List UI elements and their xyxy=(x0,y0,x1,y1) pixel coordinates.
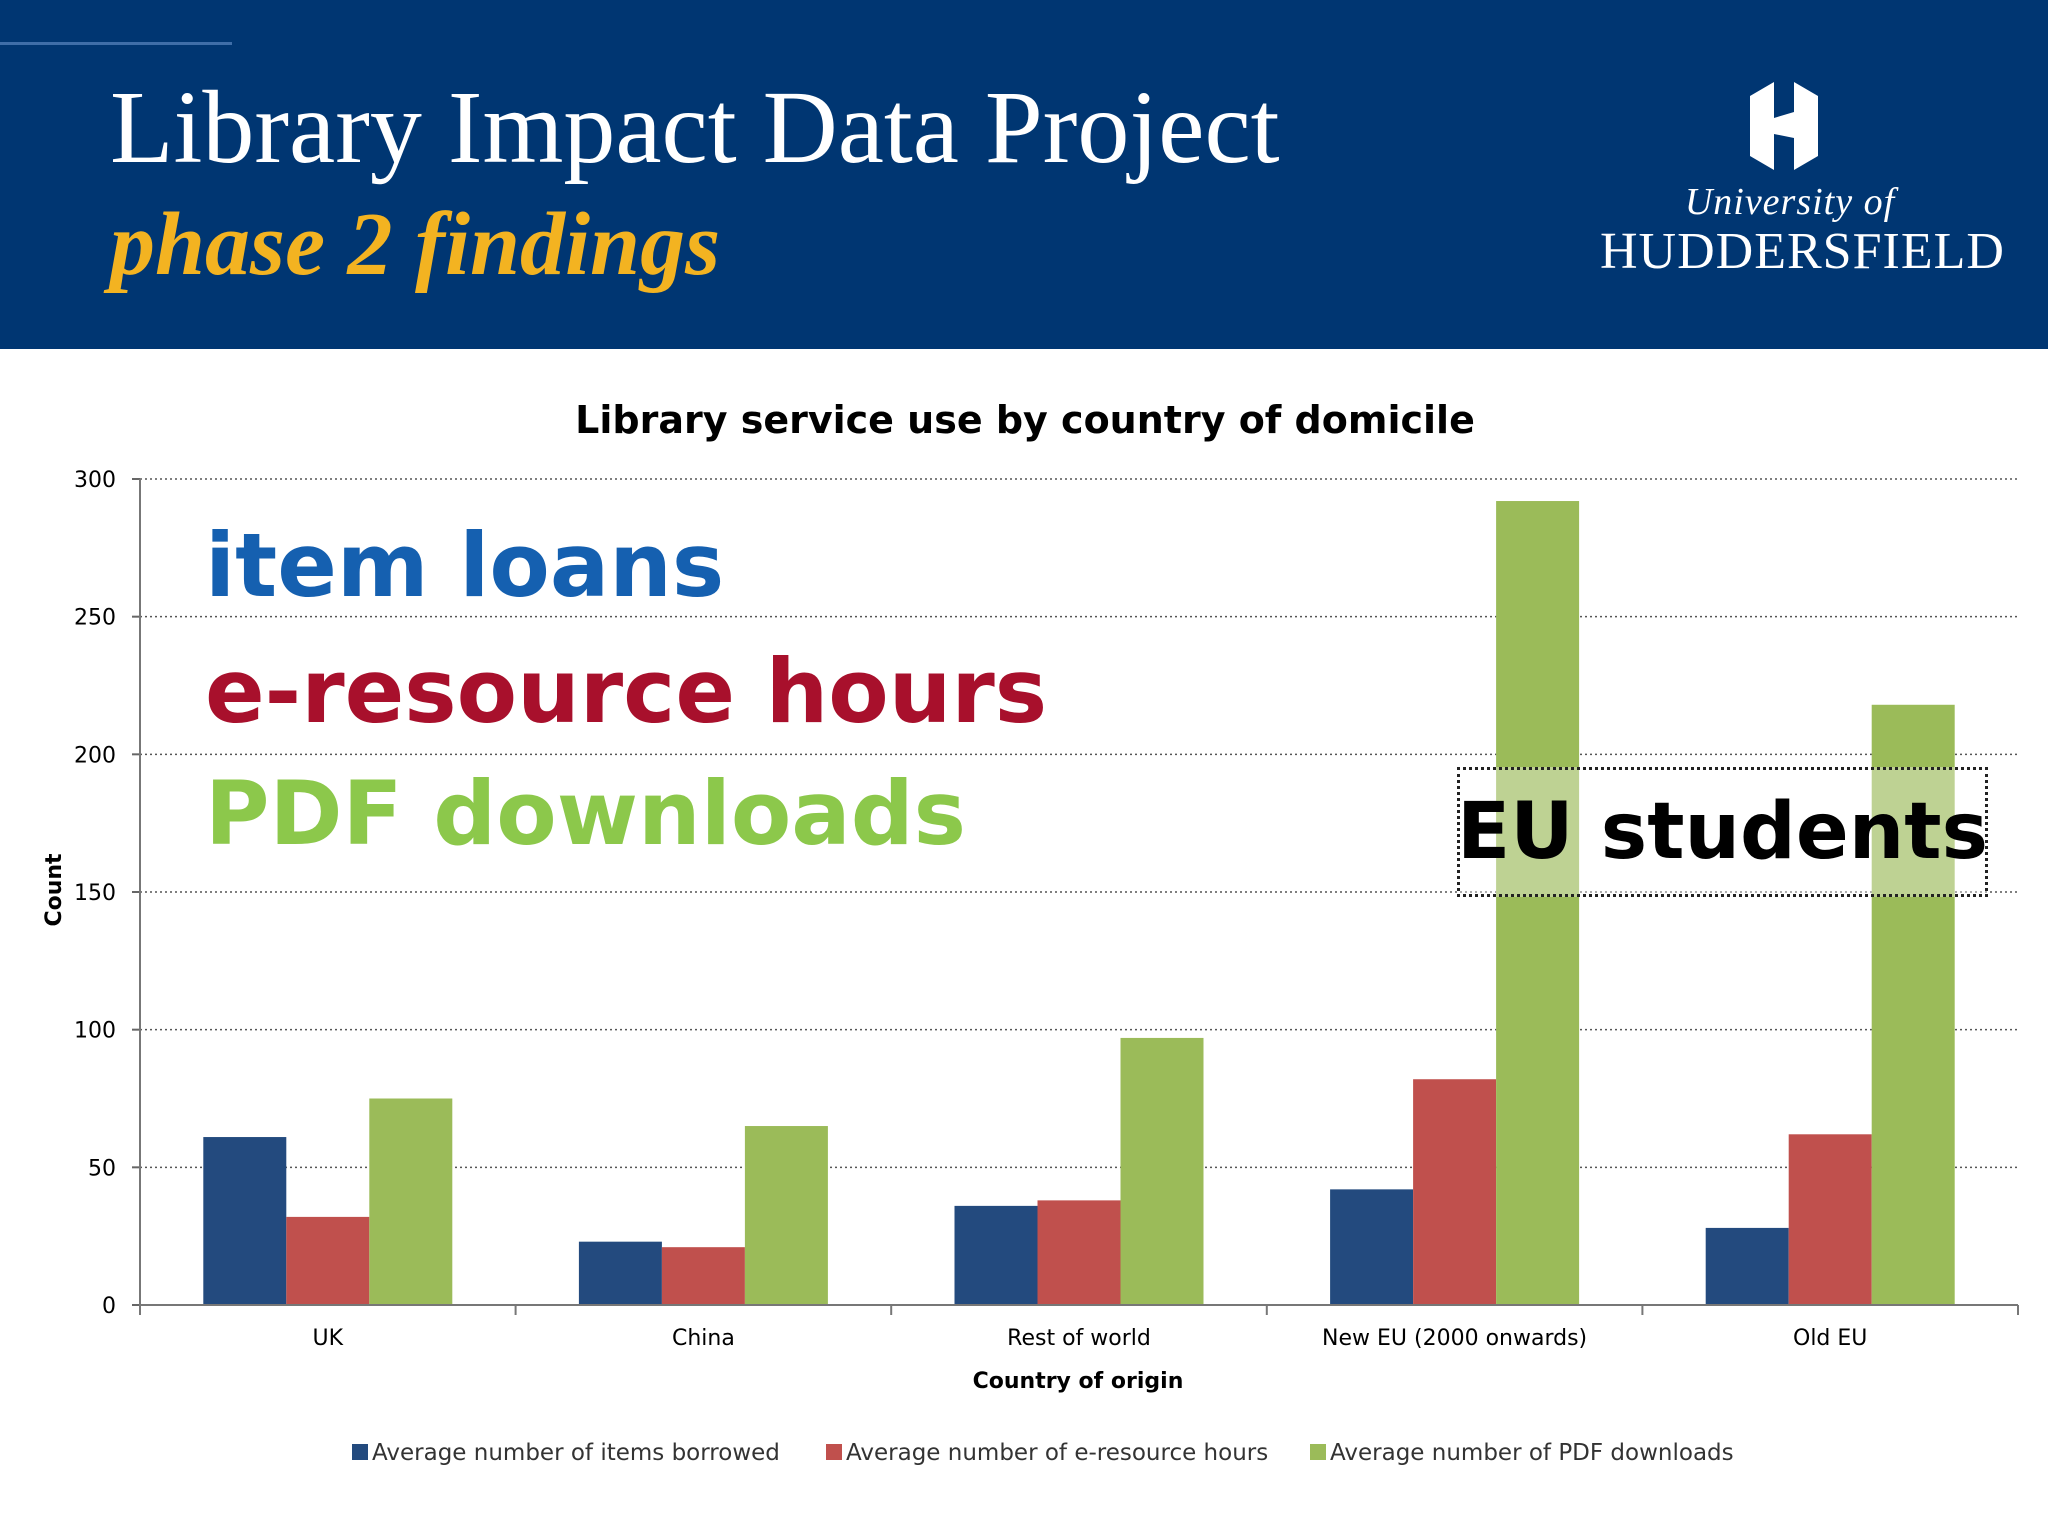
bar-china-series-2 xyxy=(661,1247,745,1305)
x-category-label: UK xyxy=(313,1326,344,1351)
logo-text-huddersfield: HUDDERSFIELD xyxy=(1600,223,2005,280)
y-tick-label: 100 xyxy=(74,1019,116,1044)
eu-students-highlight-box: EU students xyxy=(1457,767,1988,897)
bar-old-eu-series-3 xyxy=(1871,704,1955,1305)
university-logo: University of HUDDERSFIELD xyxy=(1600,76,2004,280)
bar-china-series-1 xyxy=(578,1241,662,1305)
bar-uk-series-3 xyxy=(369,1098,453,1305)
x-axis-title: Country of origin xyxy=(973,1369,1184,1394)
logo-text-university-of: University of xyxy=(1684,181,1896,223)
legend-swatch xyxy=(826,1444,842,1460)
overlay-item-loans: item loans xyxy=(205,514,725,617)
bar-new-eu-2000-onwards-series-1 xyxy=(1330,1189,1414,1305)
y-tick-label: 250 xyxy=(74,606,116,631)
legend-label: Average number of items borrowed xyxy=(372,1440,780,1466)
bar-rest-of-world-series-3 xyxy=(1120,1037,1204,1305)
x-category-label: Old EU xyxy=(1793,1326,1867,1351)
axes xyxy=(132,478,2019,1315)
bar-rest-of-world-series-2 xyxy=(1037,1200,1121,1305)
slide-title: Library Impact Data Project xyxy=(110,70,1280,185)
x-category-label: China xyxy=(672,1326,735,1351)
y-tick-label: 150 xyxy=(74,881,116,906)
legend-label: Average number of e-resource hours xyxy=(846,1440,1268,1466)
banner-accent-line xyxy=(0,42,232,45)
x-category-labels: UK China Rest of world New EU (2000 onwards… xyxy=(313,1326,1868,1351)
legend-swatch xyxy=(352,1444,368,1460)
bar-new-eu-2000-onwards-series-3 xyxy=(1496,501,1580,1305)
overlay-pdf-downloads: PDF downloads xyxy=(205,762,967,865)
bar-old-eu-series-2 xyxy=(1788,1134,1872,1305)
bar-chart: Library service use by country of domici… xyxy=(42,398,2019,1466)
bar-new-eu-2000-onwards-series-2 xyxy=(1413,1079,1497,1305)
slide-subtitle: phase 2 findings xyxy=(110,195,721,294)
y-tick-label: 200 xyxy=(74,743,116,768)
x-category-label: Rest of world xyxy=(1007,1326,1151,1351)
legend-swatch xyxy=(1310,1444,1326,1460)
huddersfield-emblem-icon xyxy=(1750,76,1818,176)
legend-label: Average number of PDF downloads xyxy=(1330,1440,1734,1466)
y-axis-title: Count xyxy=(42,853,67,927)
y-tick-label: 300 xyxy=(74,468,116,493)
x-category-label: New EU (2000 onwards) xyxy=(1322,1326,1587,1351)
bar-old-eu-series-1 xyxy=(1705,1227,1789,1305)
bar-uk-series-1 xyxy=(203,1137,287,1305)
bars xyxy=(203,501,1955,1305)
overlay-e-resource-hours: e-resource hours xyxy=(205,640,1048,743)
header-banner: Library Impact Data Project phase 2 find… xyxy=(0,0,2048,349)
legend: Average number of items borrowed Average … xyxy=(352,1440,1734,1466)
y-tick-label: 50 xyxy=(88,1156,116,1181)
y-tick-labels: 0 50 100 150 200 250 300 xyxy=(74,468,116,1319)
bar-china-series-3 xyxy=(744,1126,828,1305)
chart-title: Library service use by country of domici… xyxy=(575,398,1475,442)
bar-rest-of-world-series-1 xyxy=(954,1205,1038,1305)
gridlines xyxy=(140,478,2018,1169)
eu-students-label: EU students xyxy=(1457,787,1988,877)
bar-uk-series-2 xyxy=(286,1216,370,1305)
y-tick-label: 0 xyxy=(102,1294,116,1319)
